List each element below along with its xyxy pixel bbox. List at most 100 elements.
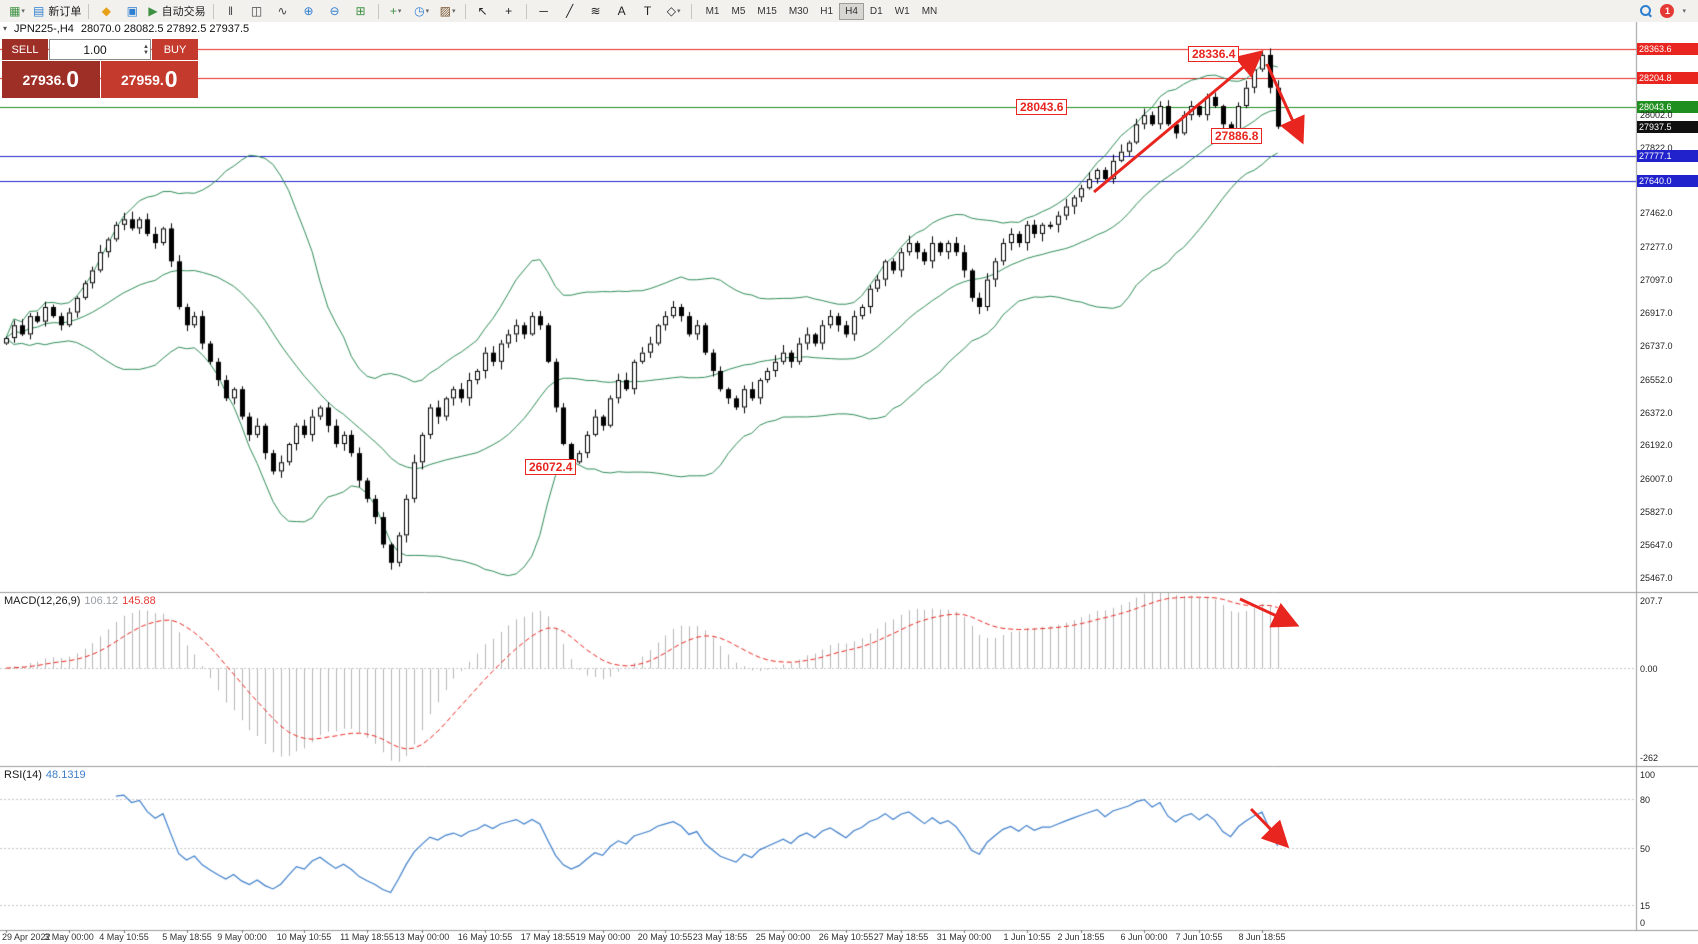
price-axis-label: 28363.6 bbox=[1637, 43, 1698, 55]
price-axis-label: 26192.0 bbox=[1640, 440, 1673, 450]
macd-name: MACD(12,26,9) bbox=[4, 595, 81, 607]
symbol-info-bar: JPN225-,H4 28070.0 28082.5 27892.5 27937… bbox=[14, 23, 249, 35]
new-chart-icon-glyph: ▦ bbox=[9, 4, 21, 18]
sell-price-button[interactable]: 27936. 0 bbox=[2, 61, 100, 98]
zoom-in-icon[interactable]: ⊕ bbox=[296, 2, 322, 20]
price-chart-canvas[interactable] bbox=[0, 22, 1698, 944]
text-icon[interactable]: A bbox=[609, 2, 635, 20]
new-order-button-label: 新订单 bbox=[48, 6, 82, 18]
sell-price-value: 27936. bbox=[22, 71, 66, 88]
timeframe-m15[interactable]: M15 bbox=[757, 5, 777, 17]
text-icon-glyph: A bbox=[617, 4, 626, 18]
price-axis-label: 27640.0 bbox=[1637, 175, 1698, 187]
volume-stepper[interactable]: ▲ ▼ bbox=[143, 41, 149, 58]
crosshair-icon[interactable]: + bbox=[496, 2, 522, 20]
price-label-annotation[interactable]: 28043.6 bbox=[1016, 99, 1068, 115]
time-axis-label: 1 Jun 10:55 bbox=[1003, 932, 1051, 942]
templates-icon[interactable]: ▨ ▾ bbox=[435, 2, 461, 20]
templates-icon-dropdown[interactable]: ▾ bbox=[451, 8, 456, 15]
cursor-icon[interactable]: ↖ bbox=[470, 2, 496, 20]
indicators-icon-dropdown[interactable]: ▾ bbox=[397, 8, 402, 15]
rsi-name: RSI(14) bbox=[4, 769, 42, 781]
horizontal-line-icon[interactable]: ─ bbox=[531, 2, 557, 20]
price-axis-label: 28002.0 bbox=[1640, 110, 1673, 120]
sell-button[interactable]: SELL bbox=[2, 39, 48, 60]
search-icon[interactable] bbox=[1639, 4, 1653, 18]
auto-trading-button-label: 自动交易 bbox=[161, 6, 206, 18]
clock-icon[interactable]: ◷ ▾ bbox=[409, 2, 435, 20]
toolbar-separator bbox=[377, 3, 379, 19]
deposit-icon[interactable]: ◆ bbox=[93, 2, 119, 20]
bar-chart-icon[interactable]: ‖ bbox=[218, 2, 244, 20]
stepper-down-icon[interactable]: ▼ bbox=[143, 49, 149, 56]
price-axis-label: 27822.0 bbox=[1640, 143, 1673, 153]
price-axis-label: 26917.0 bbox=[1640, 308, 1673, 318]
time-axis-label: 8 Jun 18:55 bbox=[1238, 932, 1286, 942]
buy-price-button[interactable]: 27959. 0 bbox=[100, 61, 198, 98]
timeframe-m1[interactable]: M1 bbox=[705, 5, 720, 17]
time-axis-label: 2 Jun 18:55 bbox=[1057, 932, 1105, 942]
time-axis-label: 25 May 00:00 bbox=[755, 932, 811, 942]
timeframe-h1[interactable]: H1 bbox=[820, 5, 834, 17]
line-chart-icon[interactable]: ∿ bbox=[270, 2, 296, 20]
price-axis-label: 25647.0 bbox=[1640, 540, 1673, 550]
buy-button[interactable]: BUY bbox=[152, 39, 198, 60]
fibonacci-icon-glyph: ≋ bbox=[590, 4, 601, 18]
buy-price-big-digit: 0 bbox=[164, 66, 178, 92]
time-axis-label: 6 Jun 00:00 bbox=[1120, 932, 1168, 942]
line-chart-icon-glyph: ∿ bbox=[277, 4, 288, 18]
volume-input[interactable]: 1.00 ▲ ▼ bbox=[49, 39, 151, 60]
one-click-collapse-button[interactable]: ▾ bbox=[3, 24, 8, 33]
price-axis-label: 27777.1 bbox=[1637, 150, 1698, 162]
time-axis-label: 9 May 00:00 bbox=[217, 932, 267, 942]
label-icon[interactable]: T bbox=[635, 2, 661, 20]
timeframe-h4[interactable]: H4 bbox=[839, 2, 864, 20]
notification-badge[interactable]: 1 bbox=[1660, 4, 1675, 18]
time-axis[interactable]: 29 Apr 2022 3 May 00:00 4 May 10:55 5 May 1… bbox=[0, 930, 1636, 944]
zoom-out-icon[interactable]: ⊖ bbox=[322, 2, 348, 20]
macd-signal-value: 145.88 bbox=[122, 595, 156, 607]
trade-panel-top-row: SELL 1.00 ▲ ▼ BUY bbox=[2, 39, 198, 60]
time-axis-label: 4 May 10:55 bbox=[99, 932, 149, 942]
auto-trading-button[interactable]: ▶ 自动交易 bbox=[145, 2, 208, 20]
shapes-icon[interactable]: ◇ ▾ bbox=[661, 2, 687, 20]
timeframe-m5[interactable]: M5 bbox=[731, 5, 746, 17]
price-axis-label: 27277.0 bbox=[1640, 242, 1673, 252]
chevron-down-icon[interactable]: ▾ bbox=[1682, 8, 1686, 15]
new-chart-icon[interactable]: ▦ ▾ bbox=[4, 2, 30, 20]
timeframe-mn[interactable]: MN bbox=[921, 5, 938, 17]
price-axis-label: 26372.0 bbox=[1640, 408, 1673, 418]
cursor-icon-glyph: ↖ bbox=[477, 4, 488, 18]
toolbar-separator bbox=[212, 3, 214, 19]
timeframe-w1[interactable]: W1 bbox=[894, 5, 910, 17]
indicators-icon[interactable]: + ▾ bbox=[383, 2, 409, 20]
price-label-annotation[interactable]: 27886.8 bbox=[1211, 128, 1263, 144]
timeframe-m30[interactable]: M30 bbox=[788, 5, 809, 17]
tile-windows-icon[interactable]: ⊞ bbox=[348, 2, 374, 20]
new-order-icon: ▤ bbox=[33, 4, 45, 18]
price-axis-label: 50 bbox=[1640, 844, 1651, 854]
price-axis[interactable]: 28363.6 28204.8 28043.6 28002.0 27937.5 27822… bbox=[1636, 22, 1698, 930]
horizontal-line-icon-glyph: ─ bbox=[539, 4, 548, 18]
price-axis-label: 28204.8 bbox=[1637, 72, 1698, 84]
time-axis-label: 19 May 00:00 bbox=[575, 932, 631, 942]
time-axis-label: 23 May 18:55 bbox=[692, 932, 748, 942]
clock-icon-dropdown[interactable]: ▾ bbox=[425, 8, 430, 15]
one-click-trading-panel: SELL 1.00 ▲ ▼ BUY 27936. 0 27959. 0 bbox=[2, 39, 198, 98]
accounts-icon[interactable]: ▣ bbox=[119, 2, 145, 20]
new-chart-icon-dropdown[interactable]: ▾ bbox=[21, 8, 25, 15]
tile-windows-icon-glyph: ⊞ bbox=[355, 4, 366, 18]
timeframe-d1[interactable]: D1 bbox=[869, 5, 883, 17]
stepper-up-icon[interactable]: ▲ bbox=[143, 43, 149, 50]
new-order-button[interactable]: ▤ 新订单 bbox=[30, 2, 84, 20]
fibonacci-icon[interactable]: ≋ bbox=[583, 2, 609, 20]
symbol-timeframe-label: JPN225-,H4 bbox=[14, 23, 74, 35]
price-label-annotation[interactable]: 26072.4 bbox=[525, 459, 577, 475]
price-label-annotation[interactable]: 28336.4 bbox=[1188, 46, 1240, 62]
candlestick-chart-icon[interactable]: ◫ bbox=[244, 2, 270, 20]
price-axis-label: -262 bbox=[1640, 753, 1659, 763]
shapes-icon-dropdown[interactable]: ▾ bbox=[676, 8, 681, 15]
time-axis-label: 3 May 00:00 bbox=[44, 932, 94, 942]
zoom-out-icon-glyph: ⊖ bbox=[329, 4, 340, 18]
trendline-icon[interactable]: ╱ bbox=[557, 2, 583, 20]
